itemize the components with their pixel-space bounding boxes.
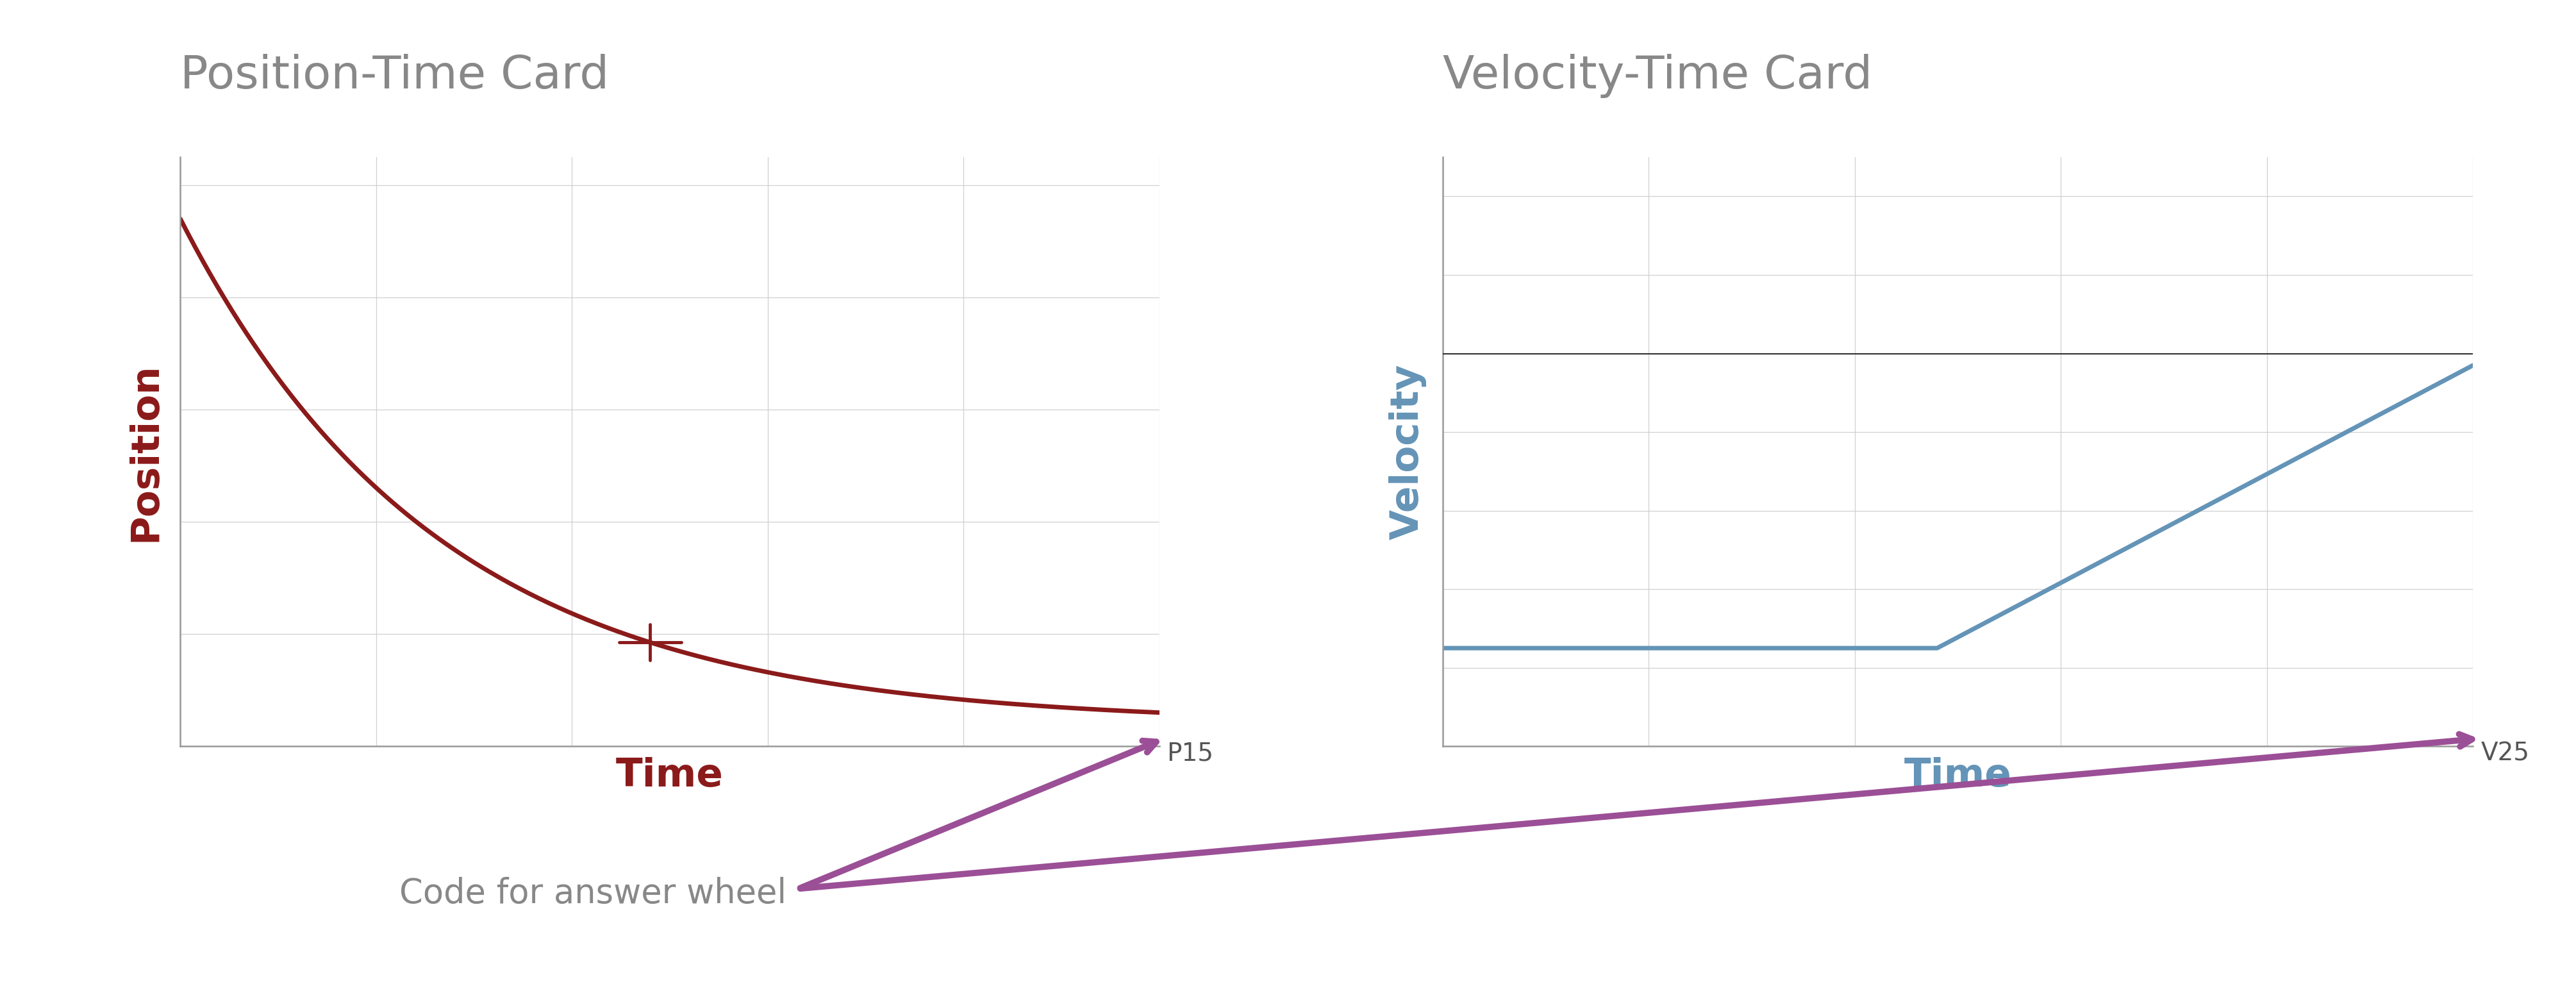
Y-axis label: Velocity: Velocity [1388,363,1427,540]
Text: Position-Time Card: Position-Time Card [180,54,608,98]
Text: P15: P15 [1167,741,1213,766]
Text: Velocity-Time Card: Velocity-Time Card [1443,54,1873,98]
X-axis label: Time: Time [616,757,724,794]
Text: V25: V25 [2481,741,2530,766]
X-axis label: Time: Time [1904,757,2012,794]
Y-axis label: Position: Position [126,362,165,541]
Text: Code for answer wheel: Code for answer wheel [399,877,786,910]
